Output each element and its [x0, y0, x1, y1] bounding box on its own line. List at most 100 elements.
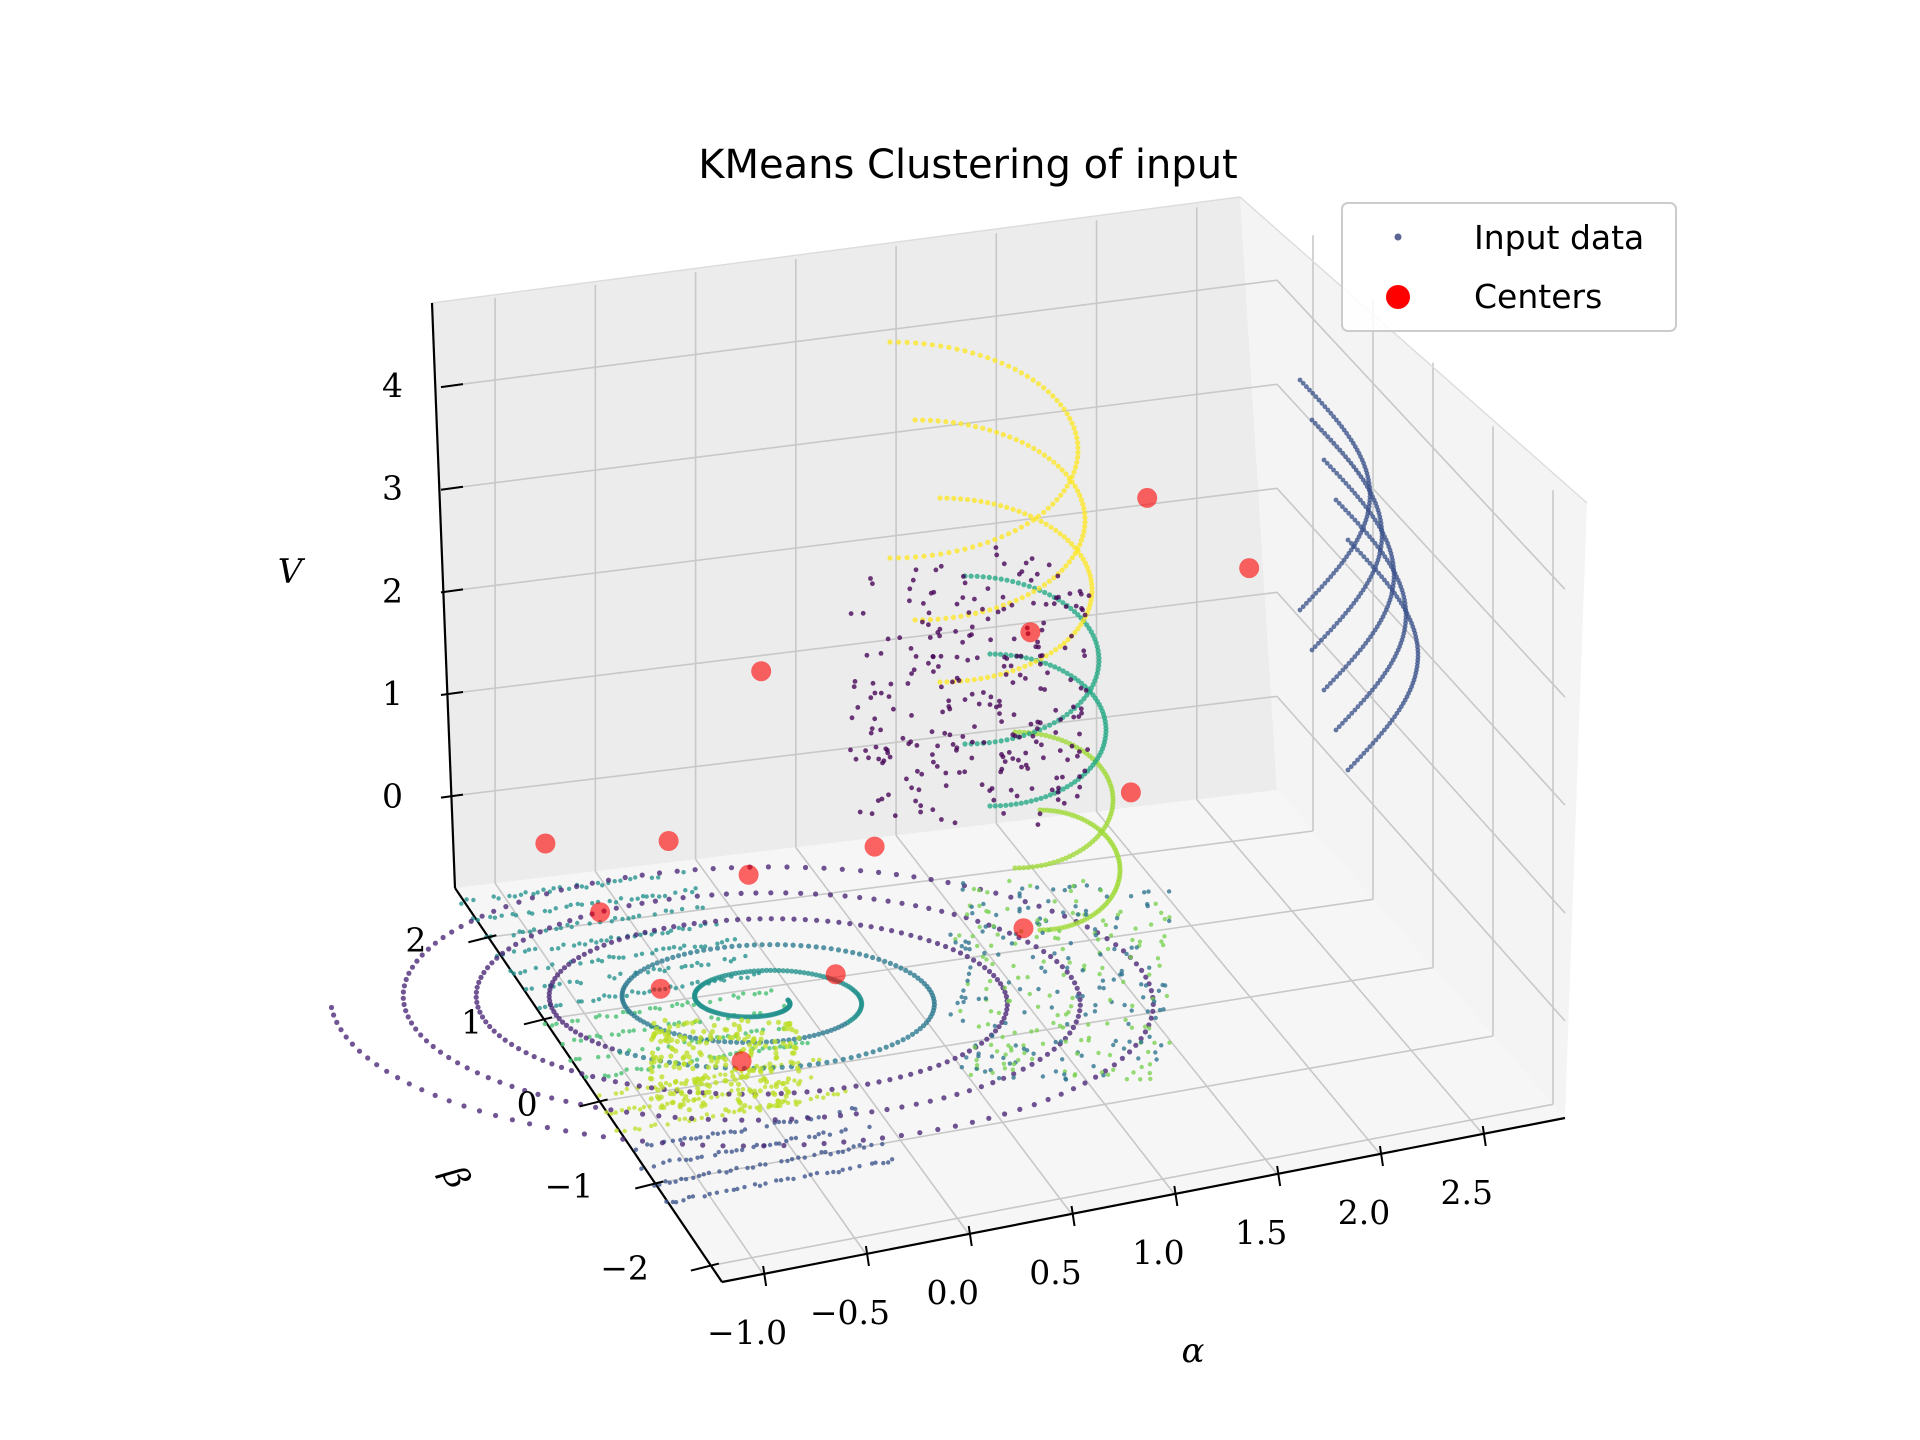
- input-data-point: [723, 1078, 729, 1084]
- input-data-point: [673, 1200, 679, 1205]
- input-data-point: [959, 994, 964, 1000]
- input-data-point: [1086, 593, 1092, 599]
- input-data-point: [649, 1036, 655, 1043]
- input-data-point: [546, 925, 553, 931]
- input-data-point: [579, 902, 585, 907]
- input-data-point: [821, 865, 827, 871]
- input-data-point: [724, 1170, 729, 1175]
- input-data-point: [756, 1048, 762, 1054]
- input-data-point: [1152, 1040, 1157, 1046]
- input-data-point: [1024, 373, 1030, 379]
- input-data-point: [636, 913, 642, 918]
- input-data-point: [1128, 955, 1133, 960]
- input-data-point: [767, 1061, 773, 1067]
- input-data-point: [1340, 720, 1345, 726]
- input-data-point: [997, 698, 1002, 704]
- input-data-point: [1001, 663, 1007, 669]
- input-data-point: [743, 953, 748, 959]
- input-data-point: [1392, 714, 1397, 720]
- input-data-point: [776, 1026, 782, 1032]
- input-data-point: [972, 1045, 977, 1050]
- input-data-point: [528, 929, 533, 934]
- input-data-point: [957, 933, 962, 938]
- input-data-point: [661, 1160, 666, 1165]
- input-data-point: [670, 1199, 676, 1205]
- input-data-point: [744, 942, 750, 948]
- input-data-point: [681, 870, 686, 875]
- input-data-point: [1001, 1061, 1007, 1067]
- input-data-point: [775, 942, 781, 948]
- input-data-point: [988, 637, 993, 643]
- input-data-point: [791, 1036, 797, 1042]
- input-data-point: [481, 969, 487, 976]
- input-data-point: [1093, 1003, 1098, 1008]
- input-data-point: [400, 989, 406, 995]
- input-data-point: [1138, 1036, 1144, 1042]
- input-data-point: [870, 680, 876, 686]
- input-data-point: [841, 1085, 847, 1091]
- input-data-point: [1128, 894, 1134, 899]
- input-data-point: [1348, 460, 1354, 466]
- input-data-point: [915, 768, 920, 774]
- input-data-point: [1020, 1066, 1026, 1072]
- input-data-point: [542, 983, 547, 989]
- input-data-point: [966, 610, 972, 615]
- input-data-point: [1046, 899, 1051, 904]
- input-data-point: [869, 1109, 875, 1115]
- input-data-point: [1083, 1012, 1088, 1017]
- input-data-point: [694, 1136, 699, 1141]
- input-data-point: [491, 894, 496, 899]
- input-data-point: [665, 930, 671, 935]
- input-data-point: [963, 939, 968, 944]
- input-data-point: [1147, 965, 1152, 970]
- input-data-point: [943, 615, 949, 621]
- input-data-point: [622, 1128, 627, 1134]
- input-data-point: [455, 1060, 461, 1066]
- input-data-point: [678, 946, 683, 951]
- input-data-point: [1377, 677, 1383, 683]
- input-data-point: [1008, 894, 1014, 900]
- input-data-point: [732, 937, 738, 942]
- input-data-point: [927, 1065, 933, 1071]
- input-data-point: [694, 893, 700, 899]
- input-data-point: [1113, 925, 1119, 930]
- input-data-point: [887, 754, 893, 760]
- input-data-point: [593, 1104, 599, 1110]
- input-data-point: [651, 1033, 657, 1039]
- input-data-point: [1345, 537, 1351, 543]
- input-data-point: [1023, 762, 1029, 768]
- input-data-point: [966, 971, 972, 976]
- input-data-point: [806, 943, 812, 949]
- input-data-point: [1080, 533, 1086, 539]
- input-data-point: [725, 937, 730, 943]
- input-data-point: [1012, 865, 1018, 871]
- input-data-point: [904, 776, 909, 782]
- input-data-point: [1038, 862, 1044, 869]
- input-data-point: [656, 870, 663, 876]
- input-data-point: [1382, 727, 1387, 733]
- input-data-point: [864, 652, 870, 658]
- input-data-point: [741, 991, 746, 996]
- input-data-point: [1060, 786, 1066, 792]
- input-data-point: [596, 1054, 601, 1060]
- input-data-point: [802, 917, 808, 923]
- input-data-point: [1062, 645, 1068, 651]
- input-data-point: [775, 1098, 781, 1105]
- input-data-point: [1126, 1021, 1131, 1027]
- input-data-point: [1352, 654, 1358, 660]
- input-data-point: [1161, 942, 1166, 948]
- legend-input-label: Input data: [1474, 218, 1644, 257]
- input-data-point: [1051, 1046, 1057, 1052]
- input-data-point: [1044, 1051, 1051, 1057]
- input-data-point: [1081, 506, 1087, 512]
- input-data-point: [668, 1045, 675, 1051]
- input-data-point: [939, 908, 945, 914]
- input-data-point: [1047, 662, 1053, 668]
- input-data-point: [1364, 747, 1370, 753]
- input-data-point: [649, 875, 655, 880]
- input-data-point: [1082, 612, 1088, 618]
- input-data-point: [688, 950, 694, 956]
- input-data-point: [1061, 800, 1067, 806]
- input-data-point: [998, 576, 1004, 582]
- input-data-point: [1006, 363, 1012, 369]
